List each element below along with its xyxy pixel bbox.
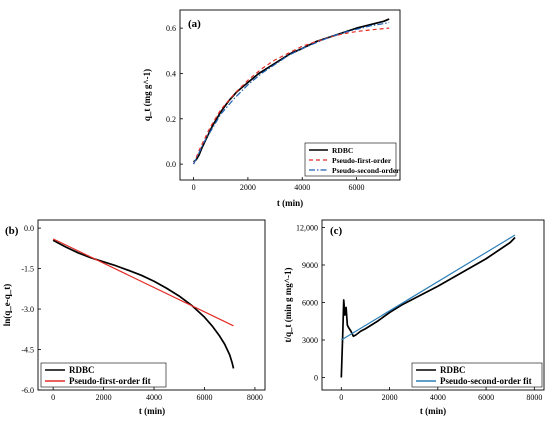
panel-c-xticks: 0 2000 4000 6000 8000 <box>339 387 542 402</box>
panel-b-legend: RDBC Pseudo-first-order fit <box>40 362 167 388</box>
legend-b-label-rdbc: RDBC <box>69 365 95 375</box>
xtick-label: 0 <box>339 393 343 402</box>
panel-b-xticks: 0 2000 4000 6000 8000 <box>51 387 263 402</box>
ytick-label: 9000 <box>302 261 318 270</box>
panel-a-yticks: 0.0 0.2 0.4 0.6 <box>166 24 183 169</box>
panel-a: (a) 0.0 0.2 0.4 0.6 0 2000 4000 6000 t (min) q… <box>142 9 401 208</box>
panel-a-series <box>193 18 390 165</box>
ytick-label: 0 <box>314 374 318 383</box>
panel-b-yticks: 0.0 -1.5 -3.0 -4.5 -6.0 <box>21 224 41 395</box>
series-line-rdbc <box>52 239 235 369</box>
panel-c-yticks: 0 3000 6000 9000 12,000 <box>296 224 325 383</box>
ytick-label: 3000 <box>302 336 318 345</box>
panel-b-label: (b) <box>5 225 19 237</box>
panel-a-frame <box>179 9 401 181</box>
legend-a-label-pso: Pseudo-second-order <box>332 166 400 175</box>
legend-c-label-fit: Pseudo-second-order fit <box>440 376 532 386</box>
panel-a-legend-box <box>304 142 397 177</box>
ytick-label: 12,000 <box>296 224 318 233</box>
xtick-label: 8000 <box>526 393 542 402</box>
panel-a-label: (a) <box>188 18 201 30</box>
xtick-label: 4000 <box>294 183 310 192</box>
xtick-label: 4000 <box>430 393 446 402</box>
legend-a-label-rdbc: RDBC <box>332 146 353 155</box>
panel-a-xticks: 0 2000 4000 6000 <box>192 177 365 192</box>
xtick-label: 2000 <box>240 183 256 192</box>
series-line-rdbc <box>340 236 516 378</box>
panel-a-ylabel: q_t (mg g^-1) <box>142 69 152 121</box>
ytick-label: 0.2 <box>166 115 176 124</box>
panel-b-ylabel: ln(q_e-q_t) <box>2 284 12 327</box>
panel-c-frame <box>321 219 545 391</box>
ytick-label: 0.4 <box>166 69 176 78</box>
panel-b-xlabel: t (min) <box>139 406 165 416</box>
xtick-label: 0 <box>192 183 196 192</box>
legend-b-label-fit: Pseudo-first-order fit <box>69 376 151 386</box>
series-line-pseudo-second-order <box>193 21 390 165</box>
xtick-label: 6000 <box>196 393 212 402</box>
panel-a-legend: RDBC Pseudo-first-order Pseudo-second-or… <box>304 142 400 177</box>
panel-c-ylabel: t/q_t (min g mg^-1) <box>283 268 293 343</box>
legend-c-label-rdbc: RDBC <box>440 365 466 375</box>
series-line-pseudo-first-order <box>193 27 390 165</box>
xtick-label: 6000 <box>478 393 494 402</box>
ytick-label: 0.0 <box>24 224 34 233</box>
panel-b: (b) 0.0 -1.5 -3.0 -4.5 -6.0 0 2000 4000 6000 800… <box>2 219 266 416</box>
panel-c-series <box>340 234 516 378</box>
xtick-label: 0 <box>51 393 55 402</box>
panel-c-legend: RDBC Pseudo-second-order fit <box>411 362 543 388</box>
ytick-label: 0.0 <box>166 160 176 169</box>
xtick-label: 2000 <box>96 393 112 402</box>
xtick-label: 2000 <box>382 393 398 402</box>
xtick-label: 8000 <box>247 393 263 402</box>
ytick-label: -3.0 <box>21 305 34 314</box>
ytick-label: -6.0 <box>21 386 34 395</box>
series-line-rdbc <box>193 18 390 163</box>
series-line-pseudo-first-order-fit <box>52 238 234 327</box>
ytick-label: 0.6 <box>166 24 176 33</box>
ytick-label: 6000 <box>302 299 318 308</box>
panel-c-xlabel: t (min) <box>420 406 446 416</box>
ytick-label: -4.5 <box>21 346 34 355</box>
panel-c: (c) 0 3000 6000 9000 12,000 0 2000 4000 6000 800… <box>283 219 545 416</box>
xtick-label: 4000 <box>146 393 162 402</box>
panel-c-legend-box <box>411 362 543 388</box>
ytick-label: -1.5 <box>21 265 34 274</box>
series-line-pseudo-second-order-fit <box>340 234 516 341</box>
panel-b-frame <box>37 219 266 391</box>
panel-c-label: (c) <box>330 225 343 237</box>
panel-b-series <box>52 238 235 369</box>
panel-a-xlabel: t (min) <box>277 198 303 208</box>
xtick-label: 6000 <box>349 183 365 192</box>
legend-a-label-pfo: Pseudo-first-order <box>332 156 392 165</box>
panel-b-legend-box <box>40 362 167 388</box>
